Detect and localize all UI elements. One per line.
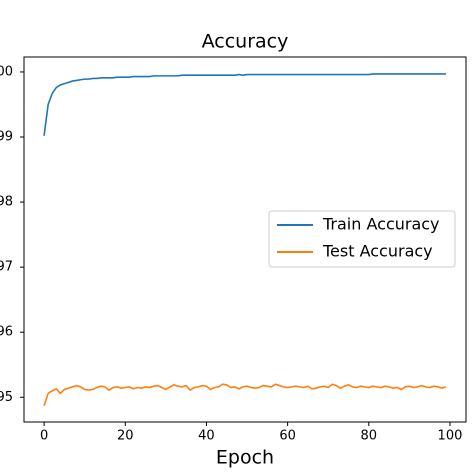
series-line bbox=[43, 73, 446, 136]
x-tick-label: 100 bbox=[438, 429, 463, 444]
y-tick-label: 98 bbox=[0, 195, 13, 210]
x-axis-label: Epoch bbox=[216, 447, 274, 469]
y-tick-label: 100 bbox=[0, 64, 13, 79]
x-tick-label: 40 bbox=[198, 429, 215, 444]
legend-box bbox=[268, 210, 456, 268]
axes-frame bbox=[23, 56, 467, 423]
x-tick-label: 60 bbox=[279, 429, 296, 444]
x-tick-label: 80 bbox=[361, 429, 378, 444]
legend-label: Test Accuracy bbox=[322, 242, 433, 261]
x-tick-label: 20 bbox=[117, 429, 134, 444]
legend-label: Train Accuracy bbox=[322, 215, 440, 234]
y-tick-label: 96 bbox=[0, 325, 13, 340]
chart-title: Accuracy bbox=[202, 31, 289, 53]
y-tick-label: 99 bbox=[0, 130, 13, 145]
x-tick-label: 0 bbox=[40, 429, 48, 444]
y-tick-label: 95 bbox=[0, 390, 13, 405]
y-tick-label: 97 bbox=[0, 260, 13, 275]
series-line bbox=[43, 383, 447, 406]
